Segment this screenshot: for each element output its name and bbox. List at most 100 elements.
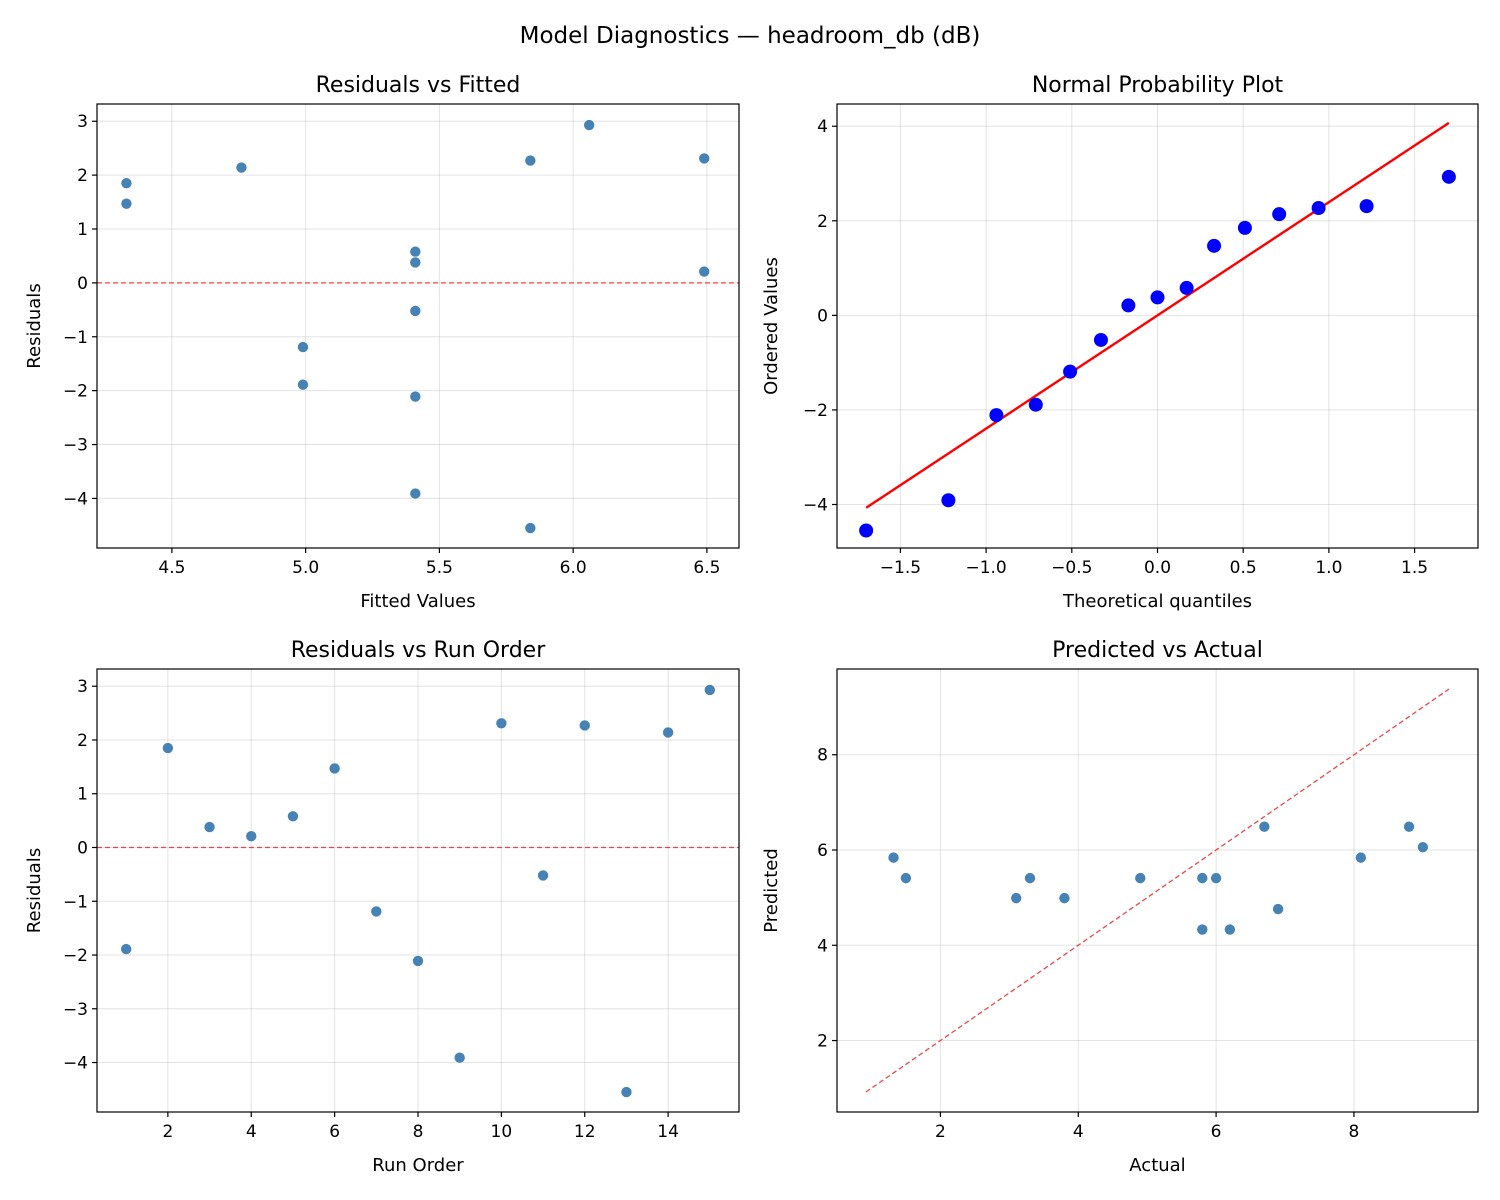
data-point bbox=[1179, 280, 1194, 295]
y-tick-label: −2 bbox=[63, 382, 88, 402]
y-tick-label: −4 bbox=[63, 1054, 88, 1074]
y-axis-label: Ordered Values bbox=[761, 257, 782, 395]
data-point bbox=[1272, 207, 1287, 222]
data-point bbox=[1134, 872, 1147, 884]
data-point bbox=[409, 487, 422, 500]
y-tick-label: 0 bbox=[77, 838, 88, 858]
data-point bbox=[524, 154, 537, 167]
data-point bbox=[370, 905, 383, 918]
x-tick-label: 4 bbox=[1073, 1122, 1084, 1142]
y-tick-label: 0 bbox=[817, 306, 828, 326]
x-axis-label: Theoretical quantiles bbox=[1062, 591, 1252, 612]
x-tick-label: 5.5 bbox=[426, 558, 453, 578]
data-point bbox=[1196, 923, 1209, 936]
data-point bbox=[524, 522, 537, 534]
x-tick-label: 1.0 bbox=[1315, 558, 1342, 578]
y-axis-label: Predicted bbox=[761, 848, 782, 933]
y-tick-label: 2 bbox=[77, 731, 88, 751]
data-point bbox=[662, 726, 674, 739]
x-tick-label: −0.5 bbox=[1051, 558, 1092, 578]
y-tick-label: 6 bbox=[817, 841, 828, 861]
reference-line bbox=[865, 121, 1450, 509]
x-tick-label: 0.0 bbox=[1144, 558, 1171, 578]
y-tick-label: −1 bbox=[63, 328, 88, 348]
x-tick-label: 2 bbox=[162, 1122, 173, 1142]
x-tick-label: 6.0 bbox=[560, 558, 587, 578]
x-axis-label: Fitted Values bbox=[360, 591, 475, 612]
data-point bbox=[1063, 364, 1078, 379]
data-point bbox=[941, 493, 956, 508]
reference-line bbox=[865, 688, 1450, 1093]
data-point bbox=[297, 341, 309, 353]
axes-frame bbox=[836, 668, 1479, 1113]
x-tick-label: 0.5 bbox=[1230, 558, 1257, 578]
y-tick-label: 1 bbox=[77, 785, 88, 805]
axes-frame bbox=[96, 103, 740, 549]
data-point bbox=[1150, 290, 1165, 305]
data-point bbox=[409, 390, 422, 403]
figure-suptitle: Model Diagnostics — headroom_db (dB) bbox=[520, 23, 981, 49]
data-point bbox=[1210, 872, 1222, 884]
data-point bbox=[1058, 892, 1071, 904]
y-tick-label: 3 bbox=[77, 677, 88, 697]
y-tick-label: 8 bbox=[817, 746, 828, 766]
data-point bbox=[1272, 903, 1284, 915]
x-tick-label: −1.5 bbox=[880, 558, 921, 578]
y-tick-label: −4 bbox=[803, 495, 828, 515]
data-point bbox=[1359, 199, 1374, 214]
y-tick-label: 1 bbox=[77, 220, 88, 240]
y-tick-label: 4 bbox=[817, 117, 828, 137]
data-point bbox=[162, 742, 174, 754]
y-tick-label: 2 bbox=[77, 166, 88, 186]
data-point bbox=[1237, 220, 1252, 235]
data-point bbox=[1258, 820, 1271, 833]
panel-normal-probability: −1.5 −1.0 −0.5 0.0 0.5 1.0 1.5 −4 −2 0 2 4 Normal Pr… bbox=[761, 73, 1479, 612]
data-point bbox=[120, 943, 132, 955]
data-point bbox=[409, 245, 422, 258]
data-point bbox=[409, 305, 422, 317]
x-tick-label: 12 bbox=[574, 1122, 596, 1142]
data-point bbox=[859, 523, 874, 538]
panel-predicted-vs-actual: 2 4 6 8 2 4 6 8 Predicted vs Actual Actual Predict… bbox=[761, 638, 1479, 1176]
data-point bbox=[578, 719, 591, 732]
y-tick-label: 4 bbox=[817, 936, 828, 956]
x-tick-label: 6 bbox=[329, 1122, 340, 1142]
data-point bbox=[1224, 923, 1236, 936]
data-point bbox=[698, 265, 711, 278]
y-tick-label: 0 bbox=[77, 274, 88, 294]
data-point bbox=[297, 378, 309, 391]
data-point bbox=[1028, 397, 1043, 412]
y-tick-label: 2 bbox=[817, 1032, 828, 1052]
x-tick-label: −1.0 bbox=[965, 558, 1006, 578]
x-tick-label: 6 bbox=[1211, 1122, 1222, 1142]
y-tick-label: −3 bbox=[63, 1000, 88, 1020]
x-axis-label: Actual bbox=[1129, 1155, 1185, 1176]
data-point bbox=[453, 1051, 466, 1064]
data-point bbox=[704, 684, 716, 696]
x-tick-label: 10 bbox=[491, 1122, 513, 1142]
data-point bbox=[203, 821, 216, 833]
data-point bbox=[412, 955, 424, 967]
data-point bbox=[620, 1086, 633, 1098]
data-point bbox=[989, 408, 1004, 423]
data-point bbox=[1403, 820, 1415, 833]
x-tick-label: 8 bbox=[1349, 1122, 1360, 1142]
y-tick-label: −2 bbox=[63, 946, 88, 966]
y-tick-label: 2 bbox=[817, 212, 828, 232]
data-point bbox=[1441, 169, 1456, 184]
panel-title: Predicted vs Actual bbox=[1052, 638, 1263, 663]
x-tick-label: 1.5 bbox=[1401, 558, 1428, 578]
panel-title: Normal Probability Plot bbox=[1032, 73, 1284, 98]
data-point bbox=[1093, 332, 1108, 347]
panel-title: Residuals vs Fitted bbox=[316, 73, 521, 98]
data-point bbox=[1024, 872, 1036, 884]
data-point bbox=[887, 851, 900, 864]
data-point bbox=[245, 830, 258, 843]
y-tick-label: −2 bbox=[803, 401, 828, 421]
x-tick-label: 6.5 bbox=[693, 558, 720, 578]
data-point bbox=[495, 717, 508, 730]
data-point bbox=[235, 161, 248, 174]
y-tick-label: −4 bbox=[63, 489, 88, 509]
